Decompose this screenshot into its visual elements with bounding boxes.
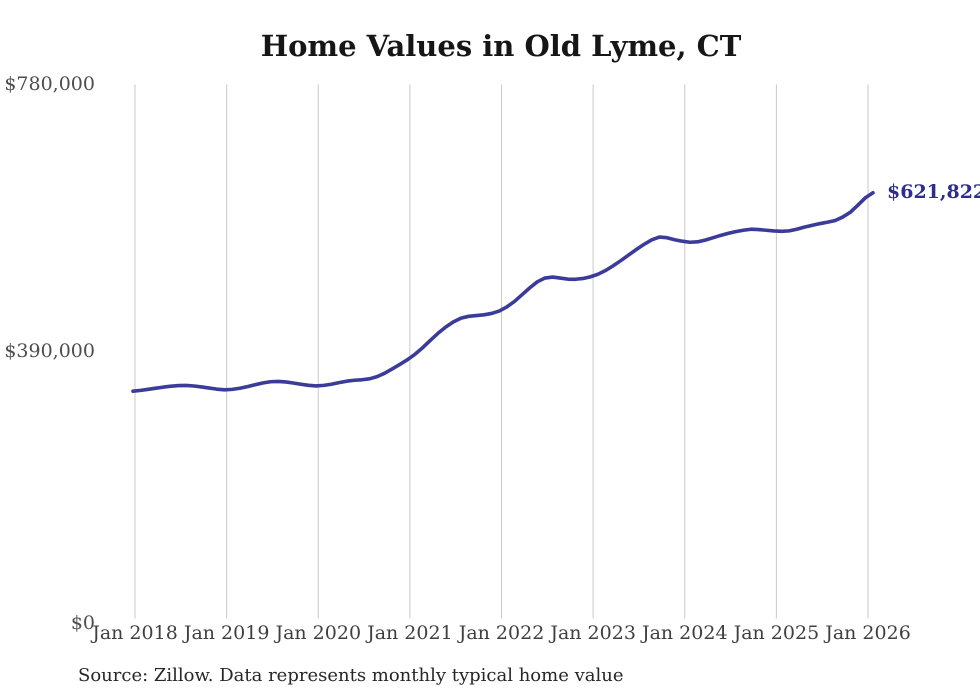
y-tick-0: $0: [70, 611, 95, 634]
y-tick-780000: $780,000: [4, 72, 95, 95]
home-value-line: [131, 190, 875, 394]
x-tick-jan-2021: Jan 2021: [367, 622, 453, 644]
last-value-label: $621,822: [887, 180, 980, 203]
x-tick-jan-2023: Jan 2023: [550, 622, 636, 644]
x-tick-jan-2019: Jan 2019: [183, 622, 270, 644]
source-note: Source: Zillow. Data represents monthly …: [78, 665, 624, 686]
gridlines: [134, 84, 869, 619]
chart-title: Home Values in Old Lyme, CT: [260, 29, 742, 63]
x-tick-jan-2022: Jan 2022: [458, 622, 545, 644]
x-tick-jan-2020: Jan 2020: [275, 622, 362, 644]
x-tick-jan-2026: Jan 2026: [825, 622, 911, 644]
x-tick-jan-2025: Jan 2025: [733, 622, 820, 644]
y-tick-390000: $390,000: [4, 339, 95, 362]
x-tick-jan-2018: Jan 2018: [92, 622, 178, 644]
x-tick-jan-2024: Jan 2024: [641, 622, 728, 644]
